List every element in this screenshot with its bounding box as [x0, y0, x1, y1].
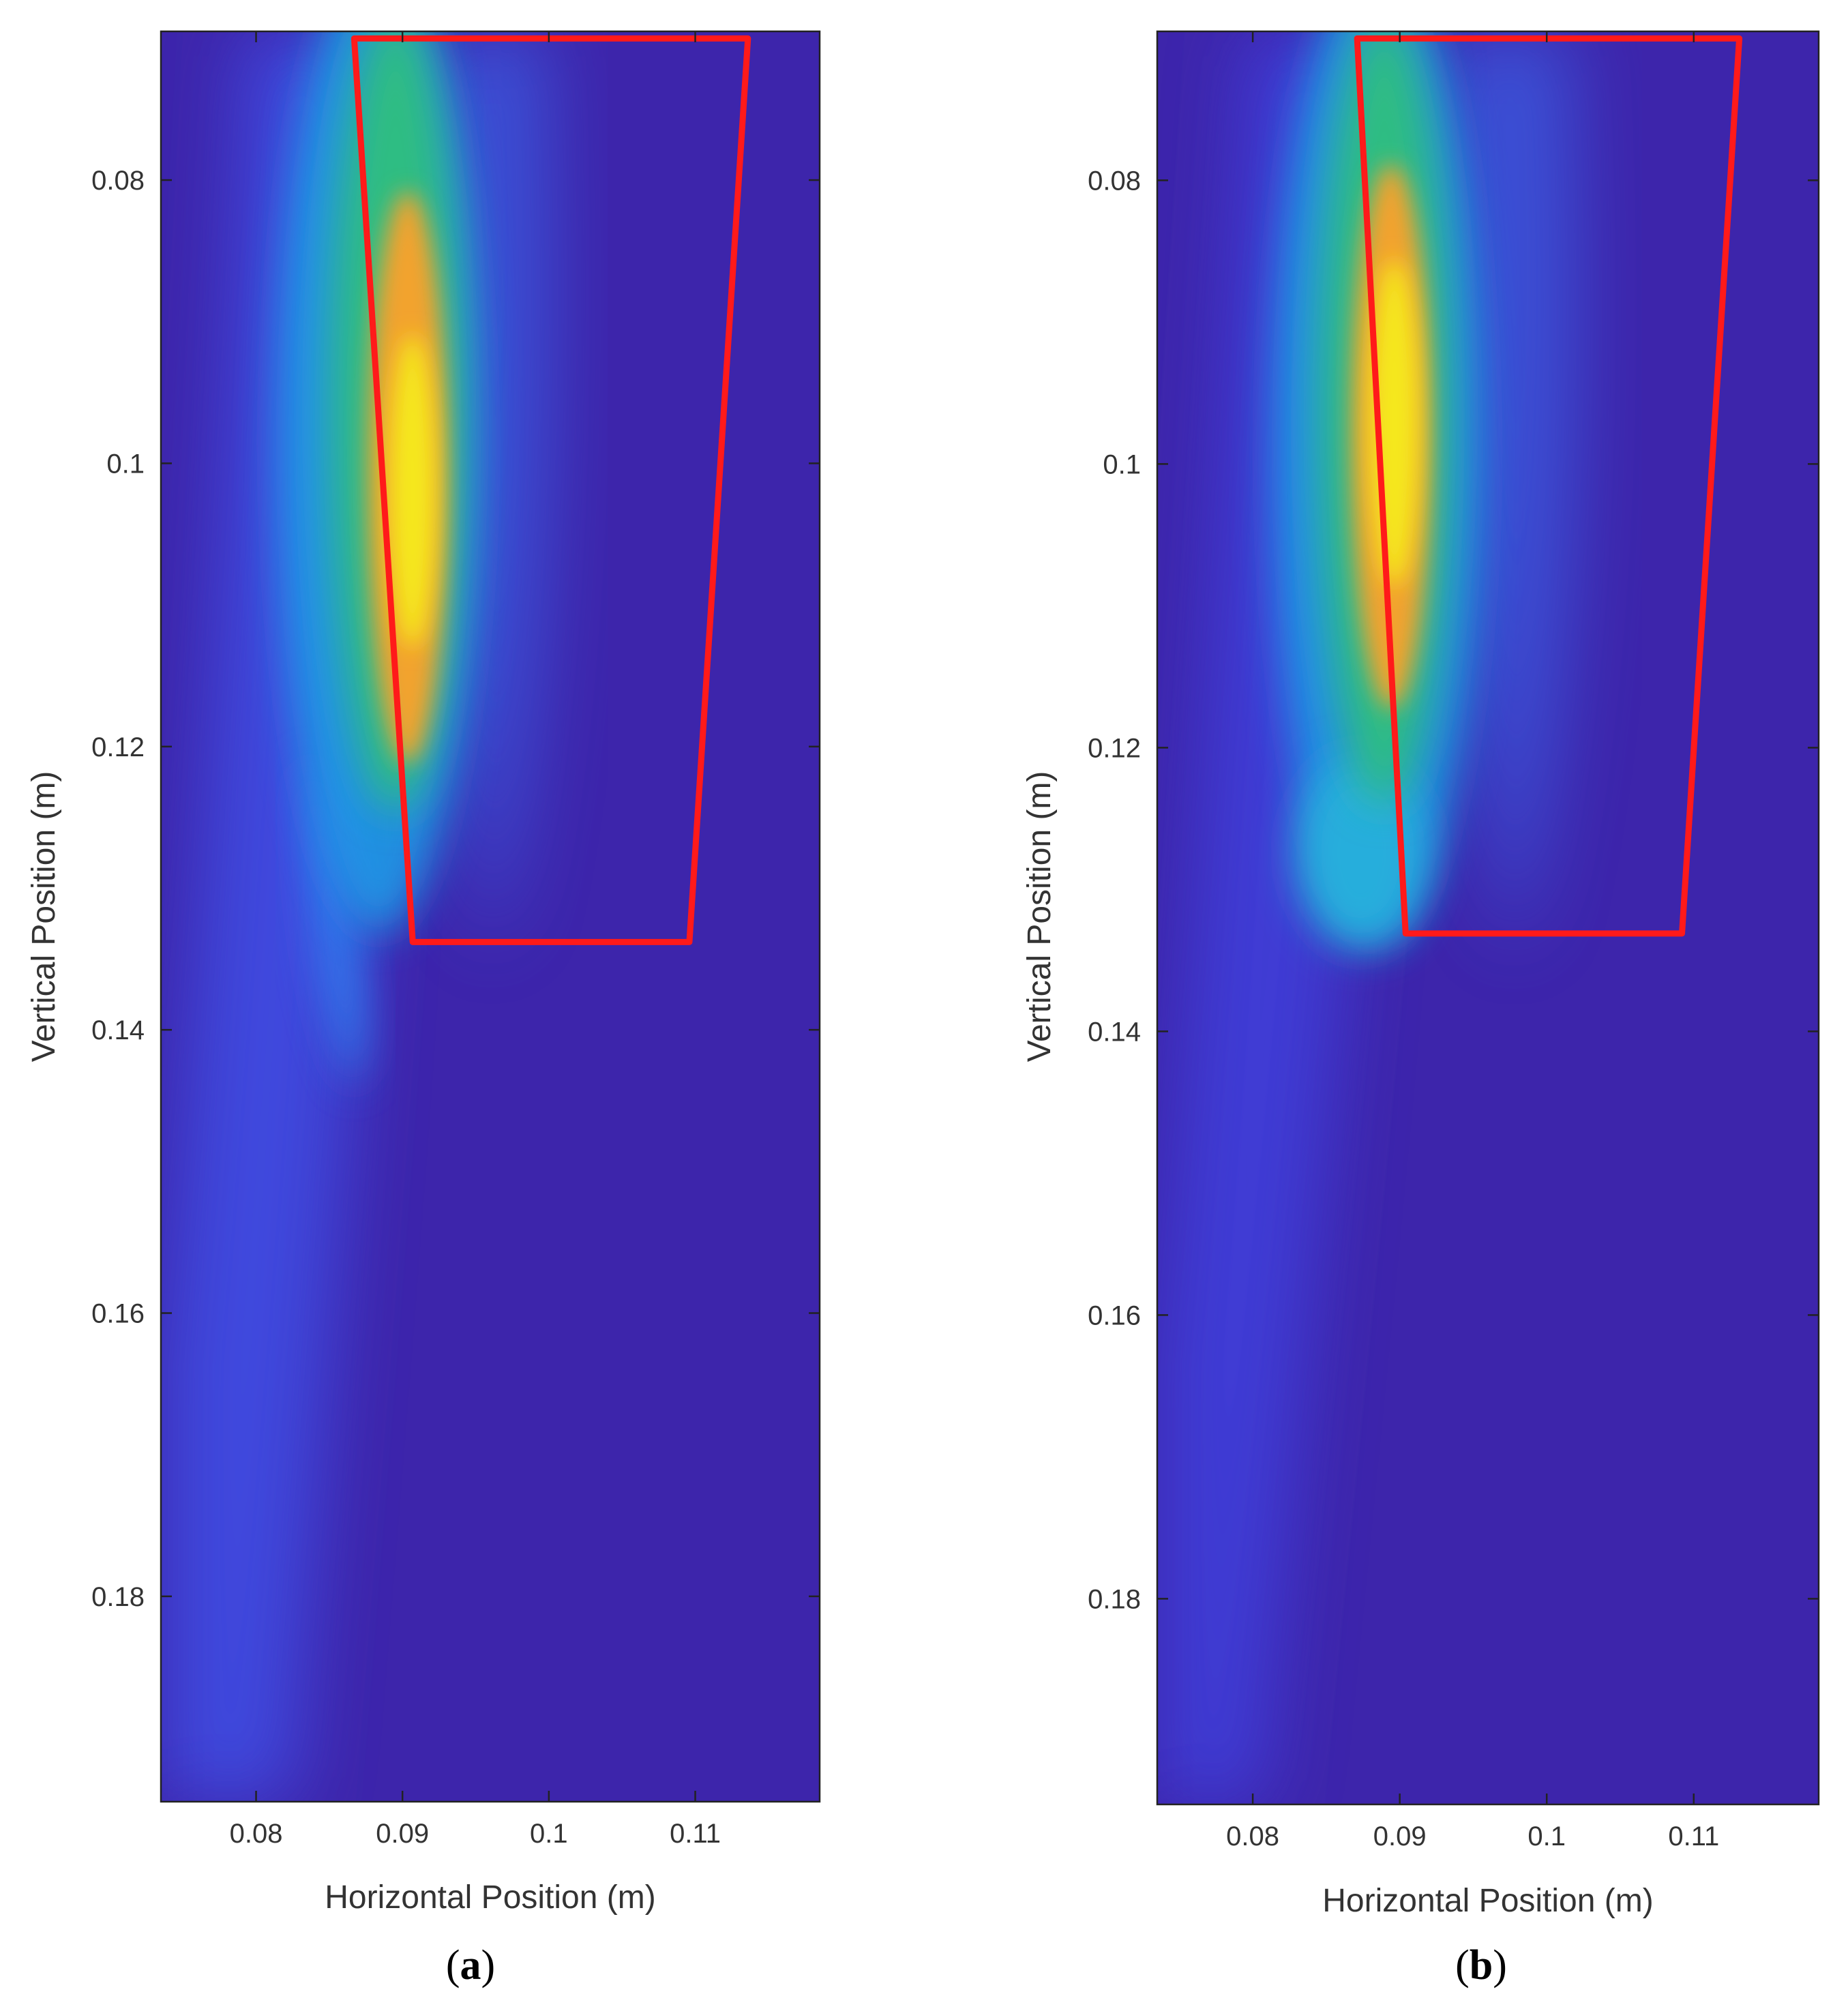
y-tick-label-a-4: 0.16: [91, 1299, 145, 1329]
panel-label-b: (b): [1455, 1942, 1507, 1989]
x-tick-label-b-0: 0.08: [1226, 1821, 1279, 1851]
x-tick-label-a-0: 0.08: [230, 1819, 283, 1849]
y-tick-label-b-3: 0.14: [1088, 1017, 1141, 1047]
y-ticks-a: 0.08 0.1 0.12 0.14 0.16 0.18: [91, 166, 820, 1612]
x-tick-label-a-3: 0.11: [670, 1819, 721, 1849]
x-tick-label-a-1: 0.09: [376, 1819, 429, 1849]
panel-letter-a: a: [460, 1942, 481, 1989]
x-tick-label-b-1: 0.09: [1373, 1821, 1427, 1851]
y-tick-label-a-5: 0.18: [91, 1582, 145, 1612]
y-tick-label-a-3: 0.14: [91, 1015, 145, 1045]
heatmap-b: [1157, 31, 1819, 1804]
y-tick-label-b-5: 0.18: [1088, 1584, 1141, 1614]
panel-label-a: (a): [446, 1942, 495, 1989]
y-tick-label-a-2: 0.12: [91, 732, 145, 762]
y-ticks-b: 0.08 0.1 0.12 0.14 0.16 0.18: [1088, 166, 1819, 1614]
y-tick-label-b-4: 0.16: [1088, 1300, 1141, 1330]
x-axis-label-a: Horizontal Position (m): [325, 1879, 655, 1916]
heatmap-b-wake: [1446, 31, 1577, 955]
heatmap-b-tail: [1296, 757, 1425, 948]
overlay-polygon-a: [351, 35, 751, 945]
x-tick-label-b-3: 0.11: [1668, 1821, 1719, 1851]
y-tick-label-b-1: 0.1: [1103, 449, 1141, 479]
y-tick-label-b-0: 0.08: [1088, 166, 1141, 196]
x-tick-label-b-2: 0.1: [1527, 1821, 1566, 1851]
panel-b: 0.08 0.09 0.1 0.11 0.080.10.120.140.160.18 …: [1022, 30, 1820, 1989]
y-tick-label-b-2: 0.12: [1088, 733, 1141, 763]
x-ticks-a: 0.08 0.09 0.1 0.11: [230, 31, 721, 1849]
y-tick-label-a-1: 0.1: [106, 449, 145, 479]
panel-letter-b: b: [1470, 1942, 1493, 1989]
heatmap-a: [161, 31, 820, 1802]
panel-a: 0.08 0.09 0.1 0.11 0.080.10.120.140.160.18 …: [26, 30, 821, 1989]
plot-area-a-border: [160, 30, 821, 1803]
y-axis-label-a: Vertical Position (m): [26, 771, 62, 1062]
x-tick-label-a-2: 0.1: [530, 1819, 568, 1849]
x-axis-label-b: Horizontal Position (m): [1322, 1883, 1653, 1919]
y-tick-label-a-0: 0.08: [91, 166, 145, 196]
plot-area-b-border: [1156, 30, 1820, 1806]
y-axis-label-b: Vertical Position (m): [1022, 771, 1058, 1062]
heatmap-a-peak: [389, 334, 436, 648]
x-ticks-b: 0.08 0.09 0.1 0.11: [1226, 31, 1719, 1851]
overlay-polygon-b: [1354, 35, 1743, 937]
